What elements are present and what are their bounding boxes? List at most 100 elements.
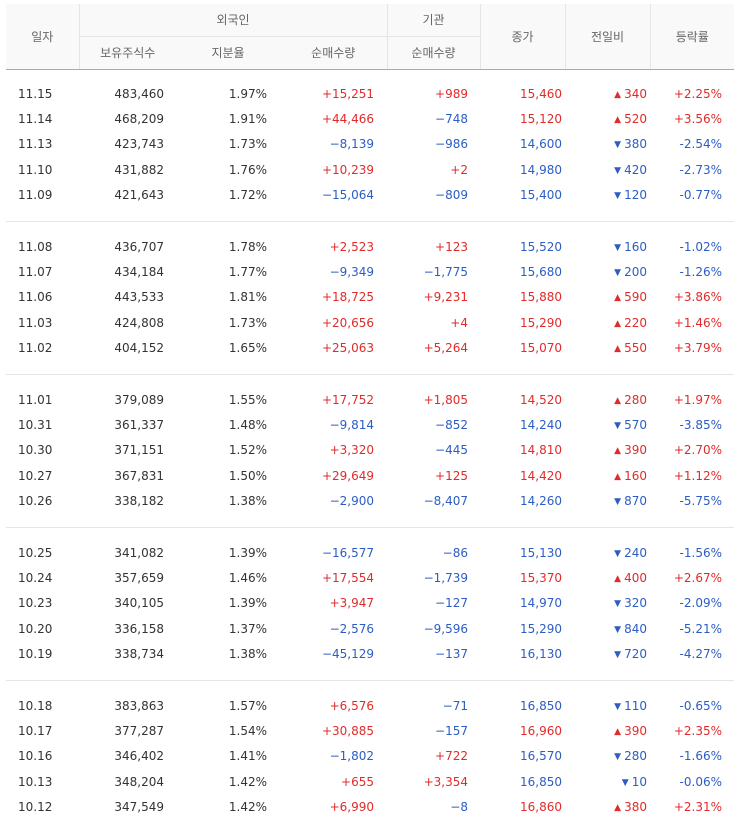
table-row: 11.10 431,882 1.76% +10,239 +2 14,980 ▼ 420 -2.7… xyxy=(6,157,734,182)
cell-rate: +2.67% xyxy=(673,570,722,585)
cell-foreign-net: +30,885 xyxy=(321,723,374,738)
cell-close: 15,070 xyxy=(520,341,562,356)
cell-change: ▼ 10 xyxy=(565,769,650,794)
triangle-up-icon: ▲ xyxy=(614,395,622,406)
triangle-down-icon: ▼ xyxy=(614,497,622,508)
cell-holdings: 347,549 xyxy=(114,800,164,815)
cell-inst-net: +9,231 xyxy=(423,290,468,305)
cell-holdings: 348,204 xyxy=(114,774,164,789)
cell-inst-net: +722 xyxy=(435,749,468,764)
cell-rate: -0.65% xyxy=(679,698,722,713)
change-value: 840 xyxy=(624,621,647,636)
change-value: 320 xyxy=(624,596,647,611)
cell-inst-net: −1,739 xyxy=(423,570,468,585)
cell-date: 10.19 xyxy=(18,647,53,662)
cell-holdings: 483,460 xyxy=(114,86,164,101)
cell-holdings: 336,158 xyxy=(114,621,164,636)
triangle-up-icon: ▲ xyxy=(614,344,622,355)
cell-date: 10.30 xyxy=(18,443,53,458)
cell-rate: +1.12% xyxy=(673,468,722,483)
cell-inst-net: −137 xyxy=(435,647,468,662)
cell-foreign-net: −9,814 xyxy=(329,417,374,432)
cell-holdings: 371,151 xyxy=(114,443,164,458)
cell-inst-net: −986 xyxy=(435,137,468,152)
cell-rate: -2.73% xyxy=(679,162,722,177)
cell-share: 1.39% xyxy=(228,596,267,611)
cell-holdings: 361,337 xyxy=(114,417,164,432)
cell-inst-net: −809 xyxy=(435,188,468,203)
table-row: 10.18 383,863 1.57% +6,576 −71 16,850 ▼ 110 -0.6… xyxy=(6,693,734,718)
cell-close: 16,130 xyxy=(520,647,562,662)
triangle-up-icon: ▲ xyxy=(614,471,622,482)
cell-foreign-net: +10,239 xyxy=(321,162,374,177)
table-row: 10.17 377,287 1.54% +30,885 −157 16,960 ▲ 390 +2… xyxy=(6,718,734,743)
cell-rate: -1.02% xyxy=(679,239,722,254)
cell-share: 1.91% xyxy=(228,112,267,127)
cell-share: 1.65% xyxy=(228,341,267,356)
cell-date: 10.26 xyxy=(18,494,53,509)
cell-change: ▼ 240 xyxy=(565,540,650,565)
table-row: 11.08 436,707 1.78% +2,523 +123 15,520 ▼ 160 -1.… xyxy=(6,234,734,259)
cell-share: 1.81% xyxy=(228,290,267,305)
cell-foreign-net: −9,349 xyxy=(329,265,374,280)
cell-close: 14,260 xyxy=(520,494,562,509)
cell-share: 1.55% xyxy=(228,392,267,407)
cell-foreign-net: −2,576 xyxy=(329,621,374,636)
cell-foreign-net: +25,063 xyxy=(321,341,374,356)
cell-inst-net: −157 xyxy=(435,723,468,738)
cell-date: 11.08 xyxy=(18,239,53,254)
cell-foreign-net: −1,802 xyxy=(329,749,374,764)
cell-close: 15,290 xyxy=(520,621,562,636)
change-value: 870 xyxy=(624,494,647,509)
cell-close: 15,880 xyxy=(520,290,562,305)
table-row: 11.06 443,533 1.81% +18,725 +9,231 15,880 ▲ 590… xyxy=(6,285,734,310)
cell-share: 1.50% xyxy=(228,468,267,483)
cell-rate: -1.26% xyxy=(679,265,722,280)
cell-close: 16,860 xyxy=(520,800,562,815)
cell-foreign-net: +2,523 xyxy=(329,239,374,254)
triangle-down-icon: ▼ xyxy=(621,777,629,788)
cell-holdings: 340,105 xyxy=(114,596,164,611)
triangle-up-icon: ▲ xyxy=(614,446,622,457)
cell-foreign-net: +44,466 xyxy=(321,112,374,127)
row-group: 11.08 436,707 1.78% +2,523 +123 15,520 ▼ 160 -1.… xyxy=(6,222,734,376)
cell-holdings: 383,863 xyxy=(114,698,164,713)
cell-close: 14,520 xyxy=(520,392,562,407)
cell-foreign-net: +6,990 xyxy=(329,800,374,815)
change-value: 390 xyxy=(624,443,647,458)
cell-holdings: 341,082 xyxy=(114,545,164,560)
cell-holdings: 338,734 xyxy=(114,647,164,662)
table-row: 11.02 404,152 1.65% +25,063 +5,264 15,070 ▲ 550… xyxy=(6,336,734,361)
cell-close: 14,600 xyxy=(520,137,562,152)
cell-rate: -0.77% xyxy=(679,188,722,203)
cell-change: ▼ 570 xyxy=(565,412,650,437)
change-value: 110 xyxy=(624,698,647,713)
cell-holdings: 357,659 xyxy=(114,570,164,585)
cell-close: 16,850 xyxy=(520,698,562,713)
cell-share: 1.73% xyxy=(228,137,267,152)
table-row: 11.13 423,743 1.73% −8,139 −986 14,600 ▼ 380 -2.… xyxy=(6,132,734,157)
row-group: 10.18 383,863 1.57% +6,576 −71 16,850 ▼ 110 -0.6… xyxy=(6,681,734,820)
cell-close: 15,290 xyxy=(520,315,562,330)
cell-close: 14,240 xyxy=(520,417,562,432)
table-row: 10.16 346,402 1.41% −1,802 +722 16,570 ▼ 280 -1.… xyxy=(6,744,734,769)
triangle-down-icon: ▼ xyxy=(614,650,622,661)
table-row: 10.20 336,158 1.37% −2,576 −9,596 15,290 ▼ 840-… xyxy=(6,616,734,641)
cell-close: 14,420 xyxy=(520,468,562,483)
cell-inst-net: −1,775 xyxy=(423,265,468,280)
cell-rate: +1.46% xyxy=(673,315,722,330)
cell-holdings: 436,707 xyxy=(114,239,164,254)
cell-inst-net: −8 xyxy=(450,800,468,815)
cell-change: ▲ 520 xyxy=(565,106,650,131)
cell-share: 1.37% xyxy=(228,621,267,636)
cell-date: 10.23 xyxy=(18,596,53,611)
cell-share: 1.72% xyxy=(228,188,267,203)
cell-holdings: 404,152 xyxy=(114,341,164,356)
cell-rate: -0.06% xyxy=(679,774,722,789)
change-value: 10 xyxy=(631,774,647,789)
change-value: 520 xyxy=(624,112,647,127)
triangle-down-icon: ▼ xyxy=(614,548,622,559)
cell-date: 11.09 xyxy=(18,188,53,203)
cell-date: 11.06 xyxy=(18,290,53,305)
cell-foreign-net: +29,649 xyxy=(321,468,374,483)
